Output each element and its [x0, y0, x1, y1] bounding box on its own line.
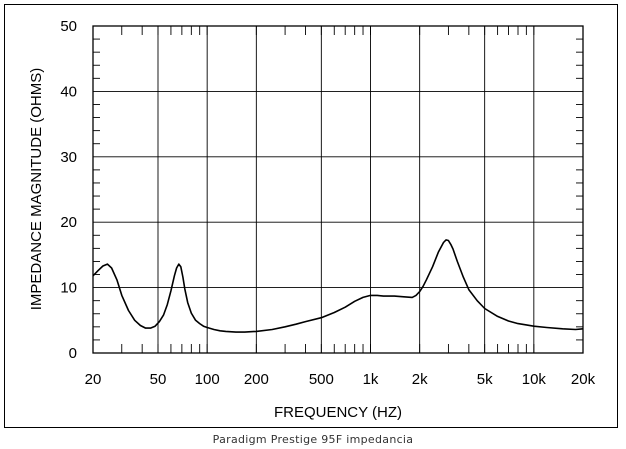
y-tick-label: 50 — [60, 18, 77, 35]
y-tick-label: 10 — [60, 280, 77, 297]
x-tick-label: 200 — [244, 371, 269, 388]
plot-area-border — [92, 25, 584, 354]
x-tick-label: 20 — [85, 371, 102, 388]
x-tick-label: 1k — [363, 371, 379, 388]
minor-ticks — [92, 26, 584, 353]
y-tick-label: 40 — [60, 83, 77, 100]
grid-layer — [92, 25, 584, 354]
figure-caption: Paradigm Prestige 95F impedancia — [212, 433, 414, 446]
x-tick-label: 100 — [195, 371, 220, 388]
y-tick-labels: 0 10 20 30 40 50 — [60, 18, 77, 362]
impedance-series-line — [92, 239, 584, 333]
x-tick-label: 10k — [522, 371, 547, 388]
chart-frame: 20 50 100 200 500 1k 2k 5k 10k 20k 0 10 20 30 40 50 FR… — [4, 4, 618, 428]
impedance-chart: 20 50 100 200 500 1k 2k 5k 10k 20k 0 10 20 30 40 50 FR… — [28, 18, 596, 421]
x-tick-label: 5k — [477, 371, 493, 388]
x-tick-labels: 20 50 100 200 500 1k 2k 5k 10k 20k — [85, 371, 596, 388]
x-tick-label: 500 — [309, 371, 334, 388]
y-tick-label: 0 — [69, 345, 77, 362]
y-axis-label: IMPEDANCE MAGNITUDE (OHMS) — [28, 68, 45, 311]
y-tick-label: 30 — [60, 149, 77, 166]
x-axis-label: FREQUENCY (HZ) — [274, 404, 402, 421]
x-tick-label: 2k — [412, 371, 428, 388]
x-tick-label: 50 — [150, 371, 167, 388]
x-tick-label: 20k — [571, 371, 596, 388]
y-tick-label: 20 — [60, 214, 77, 231]
